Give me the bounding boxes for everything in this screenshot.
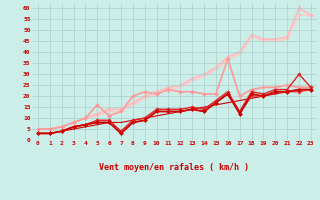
X-axis label: Vent moyen/en rafales ( km/h ): Vent moyen/en rafales ( km/h ) <box>100 163 249 172</box>
